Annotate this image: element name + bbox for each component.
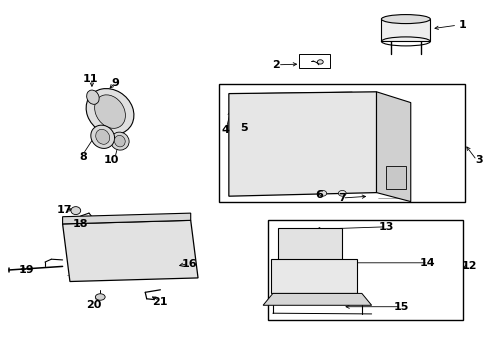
Text: 7: 7 bbox=[338, 193, 346, 203]
Text: 2: 2 bbox=[272, 60, 280, 70]
Ellipse shape bbox=[71, 207, 81, 215]
Ellipse shape bbox=[381, 15, 429, 24]
Ellipse shape bbox=[110, 132, 129, 150]
Text: 13: 13 bbox=[378, 222, 393, 232]
Text: 11: 11 bbox=[82, 74, 98, 84]
Polygon shape bbox=[376, 92, 410, 202]
Text: 12: 12 bbox=[461, 261, 476, 271]
Circle shape bbox=[317, 60, 323, 64]
Bar bbox=[219, 84, 464, 202]
Text: 18: 18 bbox=[73, 219, 88, 229]
Text: 10: 10 bbox=[103, 155, 119, 165]
Text: 8: 8 bbox=[79, 152, 87, 162]
Text: 19: 19 bbox=[19, 265, 35, 275]
Text: 9: 9 bbox=[111, 78, 119, 88]
Text: 5: 5 bbox=[239, 123, 247, 133]
Polygon shape bbox=[263, 293, 371, 305]
Text: 1: 1 bbox=[457, 20, 465, 30]
Text: 14: 14 bbox=[419, 258, 435, 268]
Polygon shape bbox=[277, 228, 342, 299]
Ellipse shape bbox=[96, 129, 109, 144]
Bar bbox=[299, 54, 329, 68]
Text: 17: 17 bbox=[57, 204, 72, 215]
Ellipse shape bbox=[86, 90, 99, 104]
Text: 21: 21 bbox=[151, 297, 167, 307]
Text: 4: 4 bbox=[222, 125, 229, 135]
Ellipse shape bbox=[91, 125, 114, 148]
Circle shape bbox=[318, 190, 326, 196]
Polygon shape bbox=[228, 92, 376, 196]
Ellipse shape bbox=[86, 89, 134, 135]
Polygon shape bbox=[62, 220, 198, 282]
Text: 15: 15 bbox=[392, 302, 408, 312]
Polygon shape bbox=[62, 213, 190, 224]
Text: 20: 20 bbox=[86, 300, 102, 310]
Text: 3: 3 bbox=[474, 155, 482, 165]
Ellipse shape bbox=[95, 294, 105, 300]
Ellipse shape bbox=[95, 95, 125, 129]
Bar bbox=[267, 220, 462, 320]
Bar bbox=[386, 166, 405, 189]
Text: 6: 6 bbox=[314, 190, 322, 200]
Ellipse shape bbox=[114, 135, 125, 147]
Text: 16: 16 bbox=[182, 258, 197, 269]
Polygon shape bbox=[271, 259, 356, 293]
Circle shape bbox=[338, 190, 346, 196]
Bar bbox=[381, 19, 429, 41]
